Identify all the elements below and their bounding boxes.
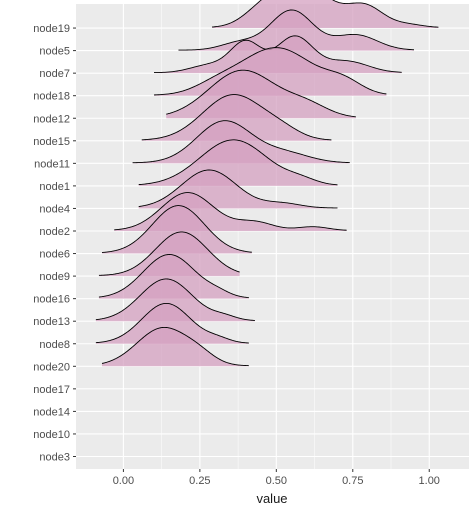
- ridge-fill-node20: [102, 327, 249, 367]
- ridge-fill-node13: [95, 278, 255, 322]
- y-tick-label: node3: [39, 452, 70, 464]
- x-tick-label: 0.00: [113, 475, 134, 487]
- y-tick-label: node16: [33, 294, 70, 306]
- ridge-line-node2: [114, 192, 347, 231]
- ridge-fill-node1: [138, 139, 338, 186]
- y-tick-label: node12: [33, 113, 70, 125]
- ridge-line-node1: [138, 139, 338, 186]
- ridge-fill-node8: [95, 303, 249, 344]
- y-tick-label: node8: [39, 339, 70, 351]
- ridge-line-node12: [166, 69, 356, 118]
- ridge-fill-node6: [102, 205, 252, 254]
- ridge-line-node11: [132, 120, 350, 164]
- ridge-line-node18: [153, 47, 387, 96]
- ridge-line-node19: [212, 0, 439, 28]
- y-tick-label: node7: [39, 68, 70, 80]
- ridge-fill-node19: [212, 0, 439, 29]
- ridge-fill-node15: [141, 94, 332, 141]
- y-tick-label: node1: [39, 181, 70, 193]
- y-tick-label: node4: [39, 203, 70, 215]
- ridge-line-node15: [141, 94, 332, 141]
- y-tick-label: node13: [33, 316, 70, 328]
- y-tick-label: node2: [39, 226, 70, 238]
- y-tick-label: node14: [33, 406, 70, 418]
- ridge-line-node9: [98, 231, 240, 276]
- ridge-line-node16: [98, 254, 249, 299]
- y-tick-label: node20: [33, 361, 70, 373]
- y-tick-label: node19: [33, 23, 70, 35]
- x-tick-label: 0.25: [189, 475, 210, 487]
- y-tick-label: node17: [33, 384, 70, 396]
- ridge-fill-node16: [98, 254, 249, 299]
- y-tick-label: node9: [39, 271, 70, 283]
- x-axis: 0.00 0.25 0.50 0.75 1.00: [113, 469, 440, 487]
- x-tick-label: 0.50: [266, 475, 287, 487]
- ridge-line-node7: [153, 35, 402, 74]
- y-tick-label: node5: [39, 46, 70, 58]
- y-tick-label: node11: [34, 158, 70, 170]
- y-tick-label: node6: [39, 249, 70, 261]
- ridge-line-node6: [101, 205, 252, 253]
- ridge-layer: [95, 0, 439, 367]
- ridge-line-node8: [95, 302, 249, 344]
- x-tick-label: 1.00: [419, 475, 440, 487]
- ridge-line-node4: [138, 169, 338, 209]
- ridge-line-node5: [178, 9, 414, 51]
- y-tick-label: node10: [33, 429, 70, 441]
- ridge-fill-node18: [153, 47, 387, 96]
- ridge-line-node13: [95, 278, 255, 321]
- y-tick-label: node15: [33, 136, 70, 148]
- x-axis-title: value: [256, 491, 287, 506]
- ridge-line-node20: [101, 326, 249, 367]
- x-tick-label: 0.75: [342, 475, 363, 487]
- y-axis: node3 node10 node14 node17 node20 node8 node13…: [33, 23, 76, 464]
- ridge-fill-node5: [178, 9, 414, 51]
- ridge-fill-node9: [98, 231, 240, 277]
- y-tick-label: node18: [33, 91, 70, 103]
